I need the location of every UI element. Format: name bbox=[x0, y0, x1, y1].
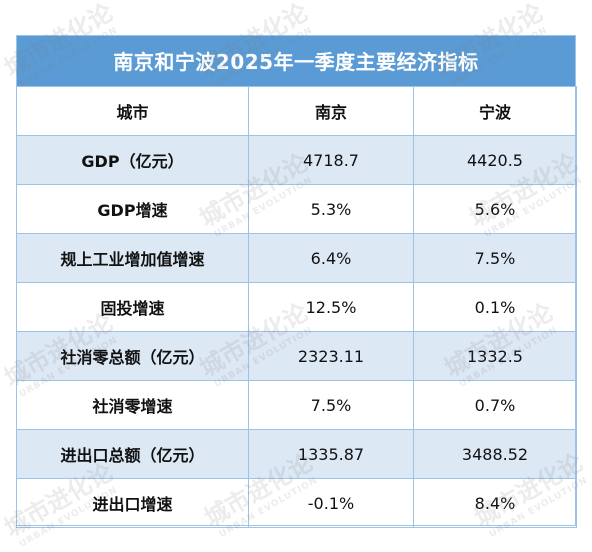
row-label: 社消零总额（亿元） bbox=[16, 331, 249, 381]
ningbo-value: 3488.52 bbox=[413, 429, 577, 479]
nanjing-value: 2323.11 bbox=[248, 331, 414, 381]
nanjing-value: 12.5% bbox=[248, 282, 414, 332]
row-label: GDP增速 bbox=[16, 184, 249, 234]
table-title: 南京和宁波2025年一季度主要经济指标 bbox=[16, 35, 576, 86]
table-row: GDP增速 5.3% 5.6% bbox=[16, 184, 577, 234]
ningbo-value: 0.1% bbox=[413, 282, 577, 332]
nanjing-value: 4718.7 bbox=[248, 135, 414, 185]
row-label: 进出口总额（亿元） bbox=[16, 429, 249, 479]
nanjing-value: 6.4% bbox=[248, 233, 414, 283]
table-row: 规上工业增加值增速 6.4% 7.5% bbox=[16, 233, 577, 283]
nanjing-value: -0.1% bbox=[248, 478, 414, 528]
column-header-ningbo: 宁波 bbox=[413, 86, 577, 136]
row-label: 进出口增速 bbox=[16, 478, 249, 528]
nanjing-value: 5.3% bbox=[248, 184, 414, 234]
ningbo-value: 1332.5 bbox=[413, 331, 577, 381]
column-header-city: 城市 bbox=[16, 86, 249, 136]
table-row: 进出口增速 -0.1% 8.4% bbox=[16, 478, 577, 528]
table-row: GDP（亿元） 4718.7 4420.5 bbox=[16, 135, 577, 185]
ningbo-value: 7.5% bbox=[413, 233, 577, 283]
nanjing-value: 7.5% bbox=[248, 380, 414, 430]
ningbo-value: 8.4% bbox=[413, 478, 577, 528]
indicator-table: 城市 南京 宁波 GDP（亿元） 4718.7 4420.5 GDP增速 5.3… bbox=[16, 86, 577, 528]
indicator-table-container: 南京和宁波2025年一季度主要经济指标 城市 南京 宁波 GDP（亿元） 471… bbox=[16, 35, 577, 528]
table-row: 社消零增速 7.5% 0.7% bbox=[16, 380, 577, 430]
nanjing-value: 1335.87 bbox=[248, 429, 414, 479]
ningbo-value: 5.6% bbox=[413, 184, 577, 234]
table-row: 固投增速 12.5% 0.1% bbox=[16, 282, 577, 332]
row-label: 规上工业增加值增速 bbox=[16, 233, 249, 283]
table-header-row: 城市 南京 宁波 bbox=[16, 86, 577, 136]
row-label: 社消零增速 bbox=[16, 380, 249, 430]
table-row: 进出口总额（亿元） 1335.87 3488.52 bbox=[16, 429, 577, 479]
ningbo-value: 4420.5 bbox=[413, 135, 577, 185]
table-row: 社消零总额（亿元） 2323.11 1332.5 bbox=[16, 331, 577, 381]
ningbo-value: 0.7% bbox=[413, 380, 577, 430]
row-label: 固投增速 bbox=[16, 282, 249, 332]
row-label: GDP（亿元） bbox=[16, 135, 249, 185]
column-header-nanjing: 南京 bbox=[248, 86, 414, 136]
